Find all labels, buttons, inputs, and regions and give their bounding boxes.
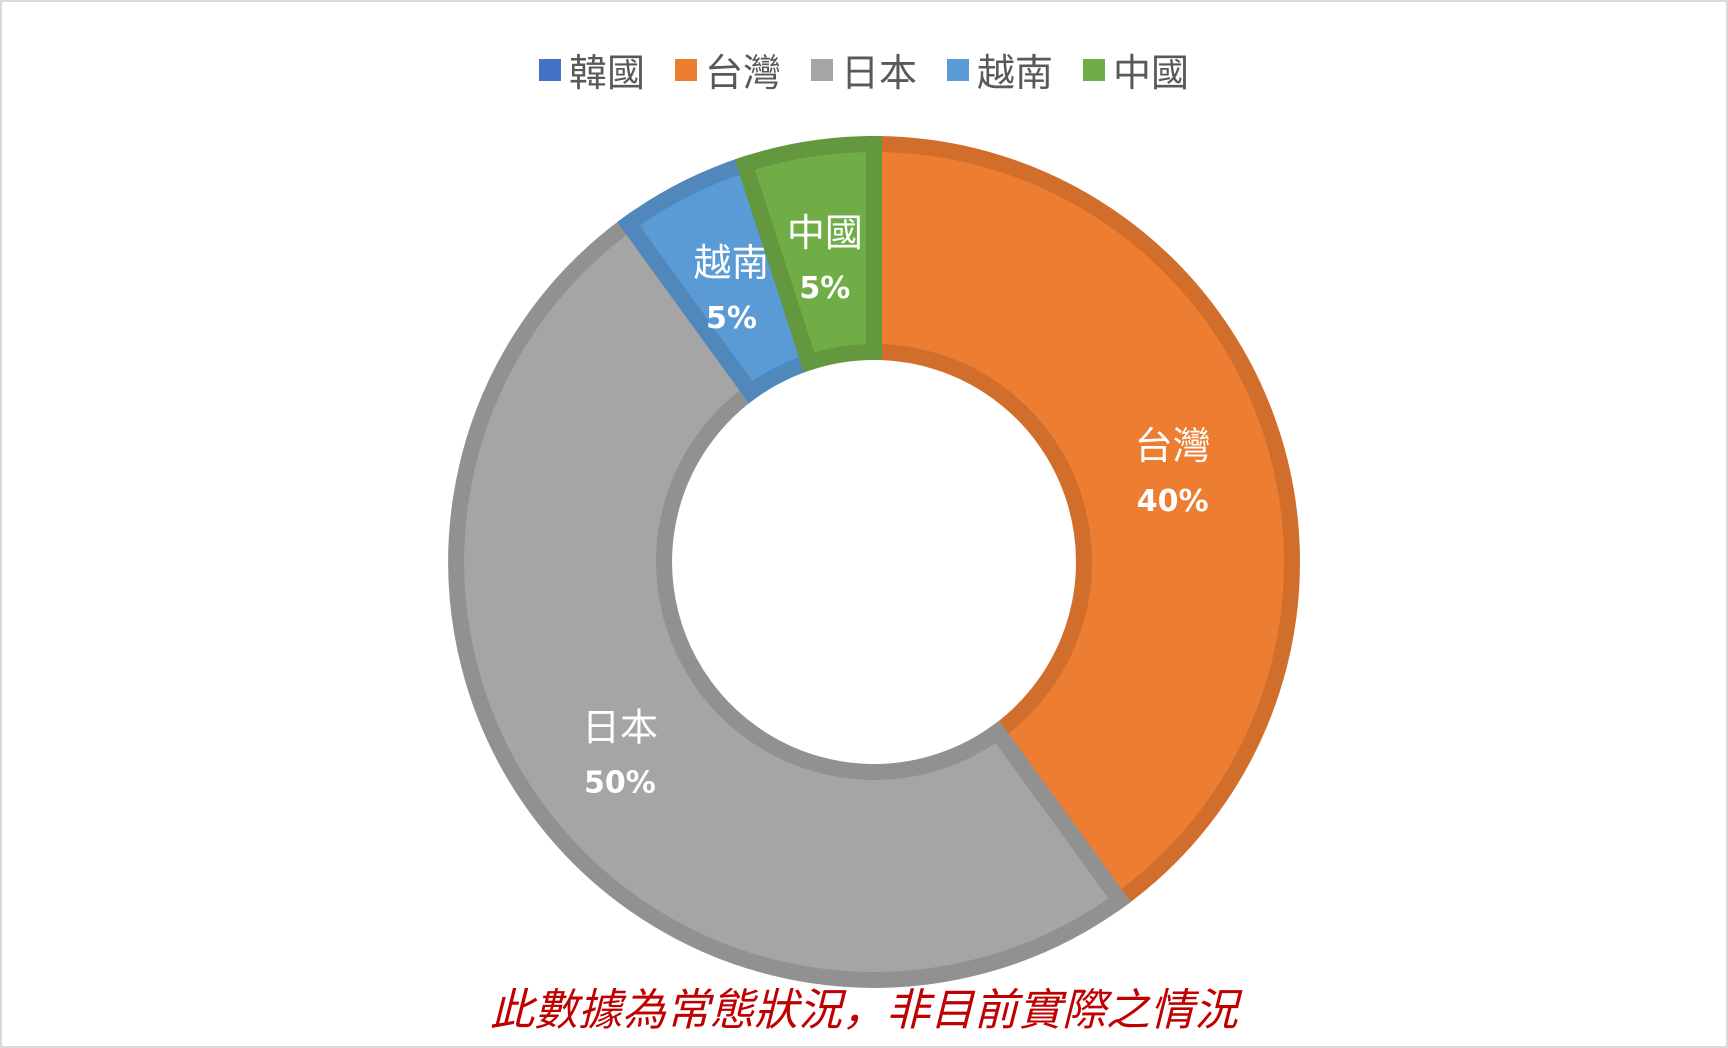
- legend-item-vietnam: 越南: [947, 42, 1053, 97]
- donut-slice-china: [734, 135, 882, 373]
- data-label-value-taiwan: 40%: [1137, 484, 1209, 519]
- legend-label-china: 中國: [1113, 51, 1190, 95]
- data-label-name-china: 中國: [787, 211, 863, 255]
- legend-label-taiwan: 台灣: [704, 51, 781, 95]
- data-label-value-vietnam: 5%: [706, 301, 757, 336]
- donut-slice-taiwan: [866, 135, 1300, 912]
- legend-swatch-taiwan: [674, 58, 697, 81]
- donut-slice-japan: [448, 212, 1131, 988]
- legend-swatch-japan: [810, 58, 833, 81]
- data-label-name-vietnam: 越南: [693, 241, 769, 285]
- legend-swatch-china: [1083, 58, 1106, 81]
- legend-label-korea: 韓國: [568, 51, 645, 95]
- footnote-text: 此數據為常態狀況，非目前實際之情況: [490, 985, 1238, 1036]
- data-label-value-china: 5%: [799, 271, 850, 306]
- legend-label-vietnam: 越南: [977, 51, 1054, 95]
- legend-item-china: 中國: [1083, 42, 1189, 97]
- legend-swatch-korea: [538, 58, 561, 81]
- legend-swatch-vietnam: [947, 58, 969, 81]
- data-label-name-japan: 日本: [582, 706, 658, 750]
- legend-item-korea: 韓國: [538, 42, 645, 97]
- legend-label-japan: 日本: [840, 51, 917, 95]
- legend-item-japan: 日本: [810, 42, 917, 97]
- data-label-name-taiwan: 台灣: [1135, 424, 1211, 468]
- chart-legend: 韓國 台灣 日本 越南 中國: [2, 42, 1726, 97]
- data-label-value-japan: 50%: [584, 766, 656, 801]
- legend-item-taiwan: 台灣: [674, 42, 781, 97]
